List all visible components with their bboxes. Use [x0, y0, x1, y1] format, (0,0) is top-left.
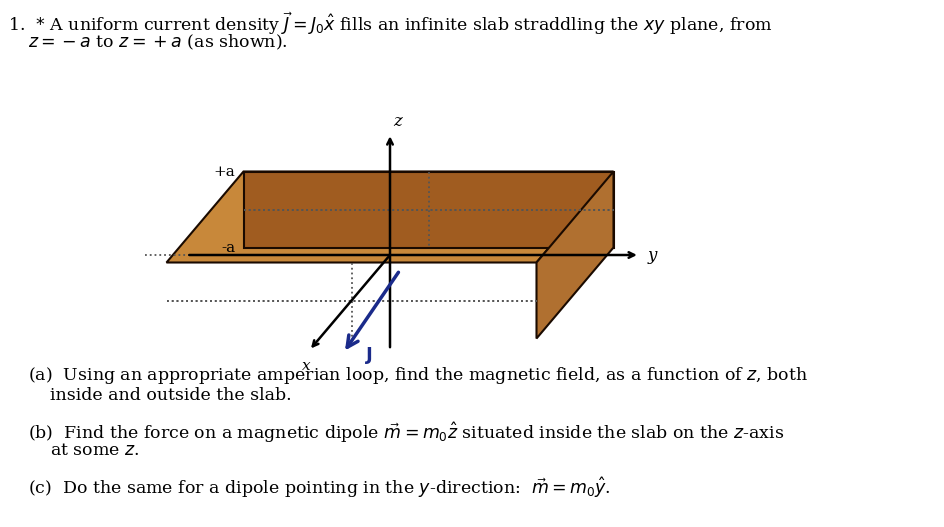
Text: $\mathbf{J}$: $\mathbf{J}$ [365, 345, 374, 366]
Text: x: x [302, 358, 311, 373]
Polygon shape [166, 171, 614, 262]
Text: at some $z$.: at some $z$. [50, 442, 140, 459]
Text: z: z [393, 113, 402, 130]
Text: inside and outside the slab.: inside and outside the slab. [50, 387, 292, 404]
Text: -a: -a [222, 240, 235, 255]
Text: (b)  Find the force on a magnetic dipole $\vec{m} = m_0\hat{z}$ situated inside : (b) Find the force on a magnetic dipole … [28, 420, 784, 445]
Text: +a: +a [213, 164, 235, 179]
Text: $z = -a$ to $z = +a$ (as shown).: $z = -a$ to $z = +a$ (as shown). [28, 33, 288, 52]
Text: y: y [648, 247, 657, 264]
Text: (a)  Using an appropriate amperian loop, find the magnetic field, as a function : (a) Using an appropriate amperian loop, … [28, 365, 808, 386]
Text: 1.  $*$ A uniform current density $\vec{J} = J_0\hat{x}$ fills an infinite slab : 1. $*$ A uniform current density $\vec{J… [8, 10, 772, 36]
Text: (c)  Do the same for a dipole pointing in the $y$-direction:  $\vec{m} = m_0\hat: (c) Do the same for a dipole pointing in… [28, 475, 611, 500]
Polygon shape [244, 171, 614, 248]
Polygon shape [536, 171, 614, 338]
